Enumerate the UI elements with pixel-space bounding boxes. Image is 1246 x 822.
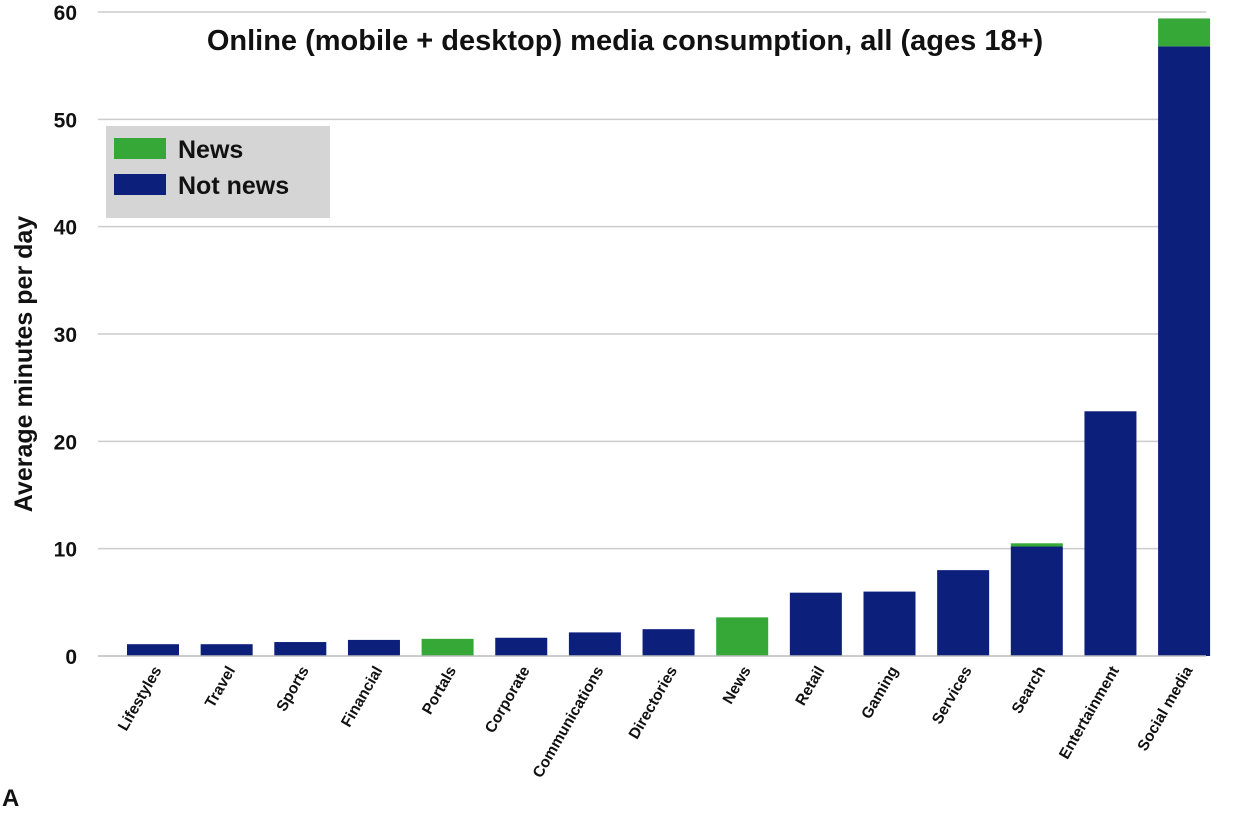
x-tick-label-gaming: Gaming	[858, 664, 902, 722]
bar-social-media-news	[1158, 18, 1211, 47]
y-tick-label-60: 60	[54, 2, 77, 25]
y-tick-label-20: 20	[54, 431, 77, 454]
legend-swatch-not-news	[114, 174, 166, 195]
bar-portals-news	[421, 638, 474, 656]
y-tick-labels: 0 10 20 30 40 50 60	[54, 2, 77, 669]
y-tick-label-40: 40	[54, 217, 77, 240]
bar-search-news	[1010, 543, 1063, 547]
x-tick-label-financial: Financial	[338, 664, 386, 731]
y-axis-title: Average minutes per day	[10, 216, 38, 513]
bar-communications-not-news	[568, 632, 621, 656]
x-tick-label-news: News	[720, 664, 755, 708]
bar-social-media-not-news	[1158, 46, 1211, 656]
bar-gaming-not-news	[863, 591, 916, 656]
bar-corporate-not-news	[495, 637, 548, 656]
category-labels: Lifestyles Travel Sports Financial Portals Co…	[115, 663, 1197, 781]
x-tick-label-portals: Portals	[419, 664, 460, 718]
bar-news-news	[716, 617, 769, 656]
x-tick-label-services: Services	[929, 664, 976, 728]
bar-lifestyles-not-news	[127, 644, 179, 656]
bars	[127, 18, 1211, 656]
y-tick-label-0: 0	[65, 646, 77, 669]
x-tick-label-directories: Directories	[626, 664, 681, 743]
x-tick-label-entertainment: Entertainment	[1056, 664, 1123, 763]
bar-services-not-news	[937, 570, 990, 656]
x-tick-label-retail: Retail	[792, 664, 828, 709]
bar-directories-not-news	[642, 629, 695, 656]
x-tick-label-lifestyles: Lifestyles	[115, 664, 165, 734]
x-tick-label-social-media: Social media	[1134, 663, 1196, 754]
x-tick-label-search: Search	[1009, 664, 1050, 717]
x-tick-label-travel: Travel	[202, 664, 239, 711]
legend: News Not news	[106, 126, 330, 218]
bar-search-not-news	[1010, 546, 1063, 656]
legend-swatch-news	[114, 138, 166, 159]
y-tick-label-50: 50	[54, 109, 77, 132]
bar-sports-not-news	[274, 642, 327, 656]
bar-travel-not-news	[200, 644, 253, 656]
y-tick-label-30: 30	[54, 324, 77, 347]
x-tick-label-sports: Sports	[273, 664, 312, 715]
bar-financial-not-news	[347, 639, 400, 656]
gridlines	[98, 11, 1206, 550]
chart-title: Online (mobile + desktop) media consumpt…	[207, 25, 1043, 57]
x-tick-label-communications: Communications	[530, 664, 608, 781]
panel-label: A	[2, 785, 19, 812]
legend-label-not-news: Not news	[178, 172, 289, 200]
legend-label-news: News	[178, 136, 243, 164]
bar-entertainment-not-news	[1084, 411, 1137, 656]
bar-retail-not-news	[789, 592, 842, 656]
y-tick-label-10: 10	[54, 539, 77, 562]
x-tick-label-corporate: Corporate	[482, 663, 534, 736]
